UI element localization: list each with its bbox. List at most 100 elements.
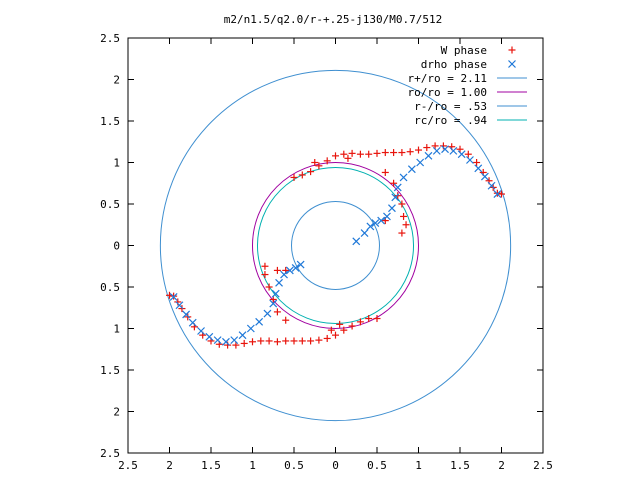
drho-phase-point bbox=[424, 151, 433, 160]
drho-phase-point bbox=[213, 336, 222, 345]
drho-phase-point bbox=[271, 289, 280, 298]
drho-phase-point bbox=[474, 164, 483, 173]
legend-marker bbox=[508, 60, 516, 68]
y-tick-label: 2 bbox=[113, 74, 120, 87]
drho-phase-point bbox=[449, 146, 458, 155]
w-phase-point bbox=[290, 173, 298, 181]
drho-phase-point bbox=[393, 183, 402, 192]
y-tick-label: 1.5 bbox=[100, 364, 120, 377]
drho-phase-point bbox=[197, 327, 205, 335]
w-phase-point bbox=[265, 337, 273, 345]
w-phase-point bbox=[340, 150, 348, 158]
drho-phase-point bbox=[205, 332, 214, 341]
w-phase-point bbox=[398, 149, 406, 157]
drho-phase-point bbox=[182, 310, 191, 319]
legend-label: drho phase bbox=[421, 58, 487, 71]
w-phase-point bbox=[307, 168, 315, 176]
drho-phase-point bbox=[383, 212, 391, 221]
drho-phase-point bbox=[280, 270, 288, 279]
reference-circles bbox=[159, 69, 512, 422]
x-tick-label: 2.5 bbox=[533, 459, 553, 472]
drho-phase-point bbox=[391, 193, 400, 202]
w-phase-point bbox=[249, 338, 256, 346]
w-phase-point bbox=[232, 341, 240, 349]
w-phase-point bbox=[265, 283, 273, 291]
drho-phase-point bbox=[371, 219, 380, 228]
w-phase-point bbox=[348, 322, 356, 330]
legend-label: ro/ro = 1.00 bbox=[408, 86, 487, 99]
w-phase-point bbox=[406, 148, 414, 156]
drho-phase-point bbox=[222, 337, 230, 346]
x-tick-label: 0 bbox=[332, 459, 339, 472]
w-phase-point bbox=[400, 212, 408, 220]
x-tick-label: 1 bbox=[249, 459, 256, 472]
w-phase-point bbox=[340, 326, 348, 334]
y-tick-label: 2 bbox=[113, 406, 120, 419]
w-phase-point bbox=[365, 315, 373, 323]
w-phase-point bbox=[498, 190, 505, 198]
drho-phase-point bbox=[230, 336, 239, 345]
w-phase-point bbox=[381, 168, 389, 176]
drho-phase-point bbox=[175, 301, 184, 310]
w-phase-point bbox=[323, 334, 331, 342]
w-phase-point bbox=[311, 159, 319, 166]
legend-label: r+/ro = 2.11 bbox=[408, 72, 487, 85]
drho-phase-point bbox=[407, 165, 416, 174]
drho-phase-point bbox=[275, 278, 283, 287]
drho-phase-point bbox=[377, 216, 386, 225]
w-phase-point bbox=[373, 315, 381, 323]
drho-phase-point bbox=[388, 204, 396, 213]
drho-phase-point bbox=[188, 318, 197, 327]
w-phase-point bbox=[269, 295, 277, 303]
circle-2 bbox=[291, 201, 380, 290]
y-tick-label: 1.5 bbox=[100, 115, 120, 128]
w-phase-point bbox=[390, 179, 398, 187]
w-phase-point bbox=[332, 152, 339, 160]
circle-0 bbox=[159, 69, 512, 422]
w-phase-point bbox=[344, 154, 352, 162]
x-tick-label: 2.5 bbox=[118, 459, 138, 472]
w-phase-point bbox=[336, 320, 344, 328]
y-tick-label: 2.5 bbox=[100, 447, 120, 460]
w-phase-point bbox=[240, 339, 248, 347]
w-phase-point bbox=[307, 337, 315, 345]
w-phase-point bbox=[365, 150, 373, 158]
drho-phase-point bbox=[466, 156, 474, 164]
drho-phase-point bbox=[169, 293, 178, 301]
legend-label: rc/ro = .94 bbox=[414, 114, 487, 127]
drho-phase-point bbox=[432, 146, 441, 155]
legend-marker bbox=[508, 46, 516, 54]
drho-phase-point bbox=[441, 145, 449, 154]
y-tick-label: 0.5 bbox=[100, 281, 120, 294]
w-phase-point bbox=[290, 337, 298, 345]
w-phase-point bbox=[298, 171, 306, 179]
w-phase-point bbox=[273, 266, 281, 274]
x-tick-label: 1.5 bbox=[201, 459, 221, 472]
y-tick-label: 2.5 bbox=[100, 32, 120, 45]
w-phase-point bbox=[423, 144, 431, 152]
legend-label: W phase bbox=[441, 44, 487, 57]
drho-phase-point bbox=[269, 299, 278, 308]
w-phase-point bbox=[402, 221, 410, 229]
y-tick-label: 0 bbox=[113, 240, 120, 253]
w-phase-point bbox=[332, 331, 339, 339]
x-tick-label: 1.5 bbox=[450, 459, 470, 472]
drho-phase-point bbox=[399, 173, 408, 182]
w-phase-point bbox=[257, 337, 265, 345]
drho-phase-point bbox=[263, 309, 272, 318]
w-phase-point bbox=[398, 229, 406, 237]
drho-phase-point bbox=[487, 181, 496, 190]
drho-phase-point bbox=[296, 260, 305, 269]
y-tick-label: 0.5 bbox=[100, 198, 120, 211]
w-phase-point bbox=[348, 149, 356, 157]
legend-label: r-/ro = .53 bbox=[414, 100, 487, 113]
w-phase-point bbox=[273, 338, 281, 346]
drho-phase-point bbox=[493, 190, 502, 198]
y-tick-label: 1 bbox=[113, 157, 120, 170]
drho-phase-point bbox=[480, 172, 489, 181]
x-tick-label: 1 bbox=[415, 459, 422, 472]
axis-ticks: 2.52.5221.51.5110.50.5000.50.5111.51.522… bbox=[100, 32, 553, 472]
w-phase-point bbox=[282, 337, 290, 345]
